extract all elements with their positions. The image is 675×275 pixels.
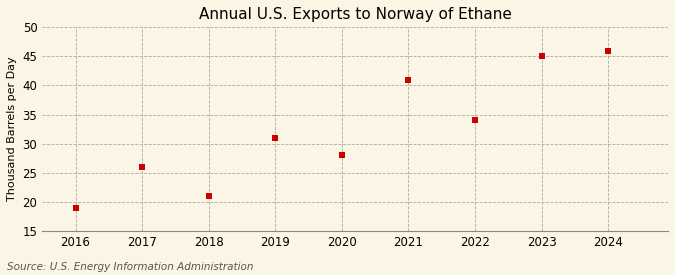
Point [536, 54, 547, 59]
Point [203, 194, 214, 198]
Point [403, 78, 414, 82]
Point [336, 153, 347, 158]
Point [270, 136, 281, 140]
Point [70, 205, 81, 210]
Point [137, 165, 148, 169]
Point [470, 118, 481, 123]
Point [603, 48, 614, 53]
Y-axis label: Thousand Barrels per Day: Thousand Barrels per Day [7, 57, 17, 201]
Text: Source: U.S. Energy Information Administration: Source: U.S. Energy Information Administ… [7, 262, 253, 272]
Title: Annual U.S. Exports to Norway of Ethane: Annual U.S. Exports to Norway of Ethane [198, 7, 512, 22]
